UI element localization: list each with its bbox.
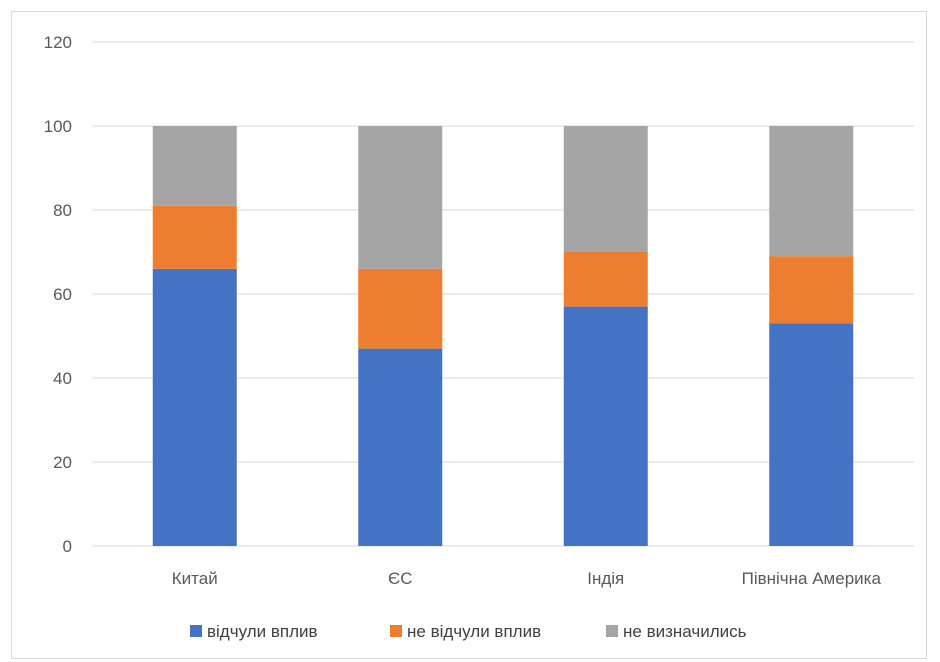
y-axis-ticks: 0 20 40 60 80 100 120 — [44, 33, 72, 556]
legend: відчули вплив не відчули вплив не визначил… — [190, 622, 747, 641]
bar-segment — [769, 256, 854, 324]
bar-segment — [358, 348, 443, 546]
y-tick-label: 80 — [53, 201, 72, 220]
bar-segment — [769, 323, 854, 546]
x-category-label: ЄС — [388, 569, 413, 588]
y-tick-label: 100 — [44, 117, 72, 136]
bar-segment — [152, 126, 237, 206]
legend-swatch — [190, 625, 202, 637]
bar-segment — [563, 306, 648, 546]
bar-segment — [152, 205, 237, 269]
legend-swatch — [390, 625, 402, 637]
bar-segment — [358, 126, 443, 269]
bars — [152, 126, 854, 546]
bar-segment — [563, 252, 648, 307]
y-tick-label: 120 — [44, 33, 72, 52]
x-axis-categories: Китай ЄС Індія Північна Америка — [172, 569, 882, 588]
y-tick-label: 20 — [53, 453, 72, 472]
bar-segment — [563, 126, 648, 252]
x-category-label: Китай — [172, 569, 218, 588]
x-category-label: Індія — [587, 569, 624, 588]
y-tick-label: 0 — [63, 537, 72, 556]
y-tick-label: 60 — [53, 285, 72, 304]
bar-segment — [358, 268, 443, 349]
bar-segment — [152, 268, 237, 546]
x-category-label: Північна Америка — [742, 569, 882, 588]
legend-label: не визначились — [623, 622, 747, 641]
y-tick-label: 40 — [53, 369, 72, 388]
legend-swatch — [606, 625, 618, 637]
legend-label: не відчули вплив — [407, 622, 541, 641]
bar-segment — [769, 126, 854, 257]
legend-label: відчули вплив — [207, 622, 318, 641]
